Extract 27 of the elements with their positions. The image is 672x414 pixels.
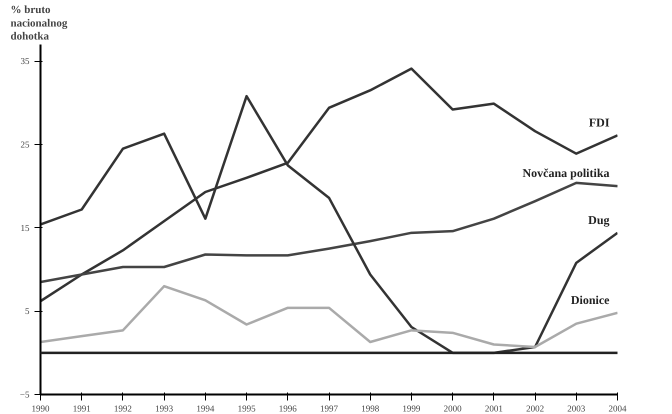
y-axis-title: % bruto nacionalnog dohotka bbox=[10, 4, 68, 42]
x-tick-label: 1995 bbox=[238, 404, 256, 414]
series-label: Dug bbox=[588, 212, 610, 227]
x-tick-label: 1993 bbox=[155, 404, 174, 414]
series-label: Dionice bbox=[570, 292, 610, 307]
series-label: FDI bbox=[588, 115, 610, 130]
x-tick-label: 2001 bbox=[484, 404, 503, 414]
y-tick-label: −5 bbox=[20, 390, 30, 400]
x-tick-label: 1996 bbox=[278, 404, 298, 414]
line-series bbox=[40, 182, 618, 284]
x-tick-label: 1992 bbox=[114, 404, 132, 414]
y-tick-label: 25 bbox=[20, 140, 30, 150]
x-tick-label: 1994 bbox=[196, 404, 215, 414]
x-tick-label: 2000 bbox=[444, 404, 462, 414]
y-tick-label: 15 bbox=[20, 222, 30, 233]
x-tick-label: 1991 bbox=[72, 404, 91, 414]
x-tick-label: 1990 bbox=[32, 404, 50, 414]
x-tick-label: 2003 bbox=[567, 404, 586, 414]
x-tick-label: 1999 bbox=[402, 404, 421, 414]
series-label: Novčana politika bbox=[522, 166, 610, 180]
line-series bbox=[40, 284, 618, 348]
x-tick-label: 2004 bbox=[608, 404, 627, 414]
x-tick-label: 2002 bbox=[526, 404, 544, 414]
x-tick-label: 1997 bbox=[320, 404, 338, 414]
y-tick-label: 5 bbox=[25, 306, 30, 316]
y-tick-label: 35 bbox=[20, 56, 30, 66]
x-tick-label: 1998 bbox=[361, 404, 380, 414]
